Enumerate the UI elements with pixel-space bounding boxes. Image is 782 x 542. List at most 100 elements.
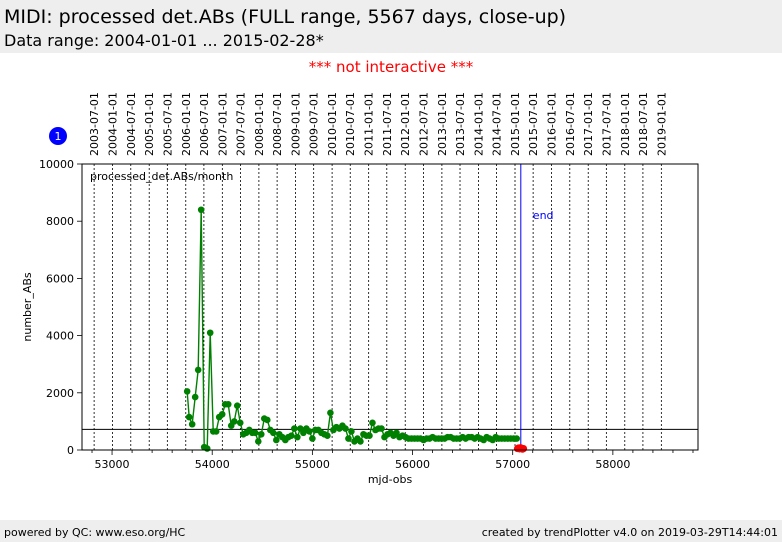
date-tick-label: 2018-01-01 (619, 92, 632, 156)
axes: 53000 54000 55000 56000 57000 58000 0 2000 4000 6… (39, 158, 694, 471)
date-tick-label: 2008-07-01 (271, 92, 284, 156)
data-point (257, 430, 265, 438)
date-tick-label: 2016-01-01 (546, 92, 559, 156)
date-tick-label: 2005-07-01 (161, 92, 174, 156)
date-tick-label: 2011-01-01 (363, 92, 376, 156)
data-point (348, 428, 355, 435)
not-interactive-notice: *** not interactive *** (308, 58, 474, 76)
date-tick-label: 2011-07-01 (381, 92, 394, 156)
y-tick-label: 0 (67, 444, 74, 457)
date-tick-label: 2004-01-01 (107, 92, 120, 156)
date-tick-label: 2006-01-01 (180, 92, 193, 156)
y-tick-label: 8000 (46, 215, 74, 228)
data-point (236, 419, 244, 427)
date-tick-label: 2004-07-01 (125, 92, 138, 156)
date-tick-label: 2009-07-01 (308, 92, 321, 156)
date-tick-label: 2006-07-01 (198, 92, 211, 156)
data-point (230, 418, 238, 425)
date-tick-label: 2007-07-01 (234, 92, 247, 156)
page-title: MIDI: processed det.ABs (FULL range, 556… (4, 6, 567, 28)
data-series (183, 206, 528, 453)
date-grid: 2003-07-01 2004-01-01 2004-07-01 2005-01-01… (88, 92, 668, 450)
data-point (309, 435, 316, 442)
footer-powered-by: powered by QC: www.eso.org/HC (4, 526, 186, 539)
data-point (194, 366, 202, 374)
y-tick-label: 10000 (39, 158, 74, 171)
data-point (273, 436, 280, 444)
date-tick-label: 2016-07-01 (564, 92, 577, 156)
end-marker-label: end (533, 209, 554, 222)
data-point (324, 432, 331, 440)
data-point (188, 420, 196, 428)
x-tick-label: 57000 (495, 458, 530, 471)
data-point (342, 425, 349, 432)
data-point (254, 438, 262, 445)
date-tick-label: 2008-01-01 (253, 92, 266, 156)
data-point (233, 402, 241, 409)
date-tick-label: 2015-01-01 (509, 92, 522, 156)
date-tick-label: 2014-01-01 (472, 92, 485, 156)
data-point (251, 429, 259, 437)
data-point (345, 435, 352, 442)
header-bar: MIDI: processed det.ABs (FULL range, 556… (0, 0, 782, 53)
y-tick-label: 6000 (46, 272, 74, 285)
date-tick-label: 2012-07-01 (417, 92, 430, 156)
date-tick-label: 2009-01-01 (290, 92, 303, 156)
data-point (291, 425, 298, 432)
data-point (206, 329, 214, 337)
date-tick-label: 2017-01-01 (582, 92, 595, 156)
data-point (513, 435, 521, 442)
date-tick-label: 2017-07-01 (600, 92, 613, 156)
date-tick-label: 2007-01-01 (216, 92, 229, 156)
inner-series-label: processed_det.ABs/month (90, 170, 233, 183)
date-tick-label: 2010-01-01 (326, 92, 339, 156)
badge-number: 1 (55, 130, 62, 143)
y-tick-label: 2000 (46, 387, 74, 400)
data-point (224, 400, 232, 408)
index-badge: 1 (49, 127, 67, 145)
footer-created-by: created by trendPlotter v4.0 on 2019-03-… (481, 526, 778, 539)
date-tick-label: 2013-07-01 (454, 92, 467, 156)
data-range-subtitle: Data range: 2004-01-01 ... 2015-02-28* (4, 31, 324, 50)
date-tick-label: 2014-07-01 (491, 92, 504, 156)
data-point (306, 428, 313, 435)
data-point (357, 438, 364, 445)
x-tick-label: 58000 (595, 458, 630, 471)
x-tick-label: 53000 (95, 458, 130, 471)
data-point (366, 432, 373, 440)
data-point (294, 433, 301, 441)
date-tick-label: 2003-07-01 (88, 92, 101, 156)
footer-bar: powered by QC: www.eso.org/HC created by… (0, 520, 782, 542)
date-tick-label: 2012-01-01 (399, 92, 412, 156)
data-point (264, 416, 271, 424)
series-line (186, 209, 517, 450)
date-tick-label: 2013-01-01 (436, 92, 449, 156)
data-point (369, 419, 376, 427)
data-point (327, 409, 334, 417)
data-point (197, 206, 205, 214)
y-tick-label: 4000 (46, 330, 74, 343)
x-tick-label: 54000 (195, 458, 230, 471)
data-point (185, 413, 193, 421)
date-tick-label: 2005-01-01 (143, 92, 156, 156)
date-tick-label: 2015-07-01 (527, 92, 540, 156)
x-tick-label: 55000 (295, 458, 330, 471)
data-point (183, 388, 191, 395)
x-axis-label: mjd-obs (368, 473, 413, 486)
data-point (191, 393, 199, 401)
data-point (378, 425, 385, 432)
recent-data-point (519, 444, 528, 453)
plot-frame (81, 163, 699, 451)
y-axis-label: number_ABs (21, 272, 34, 342)
badge-circle (49, 127, 67, 145)
data-point (218, 410, 226, 418)
data-point (212, 428, 220, 435)
data-point (288, 432, 295, 440)
x-tick-label: 56000 (395, 458, 430, 471)
data-point (203, 445, 211, 452)
date-tick-label: 2019-01-01 (655, 92, 668, 156)
date-tick-label: 2010-07-01 (344, 92, 357, 156)
data-point (270, 429, 277, 437)
date-tick-label: 2018-07-01 (637, 92, 650, 156)
